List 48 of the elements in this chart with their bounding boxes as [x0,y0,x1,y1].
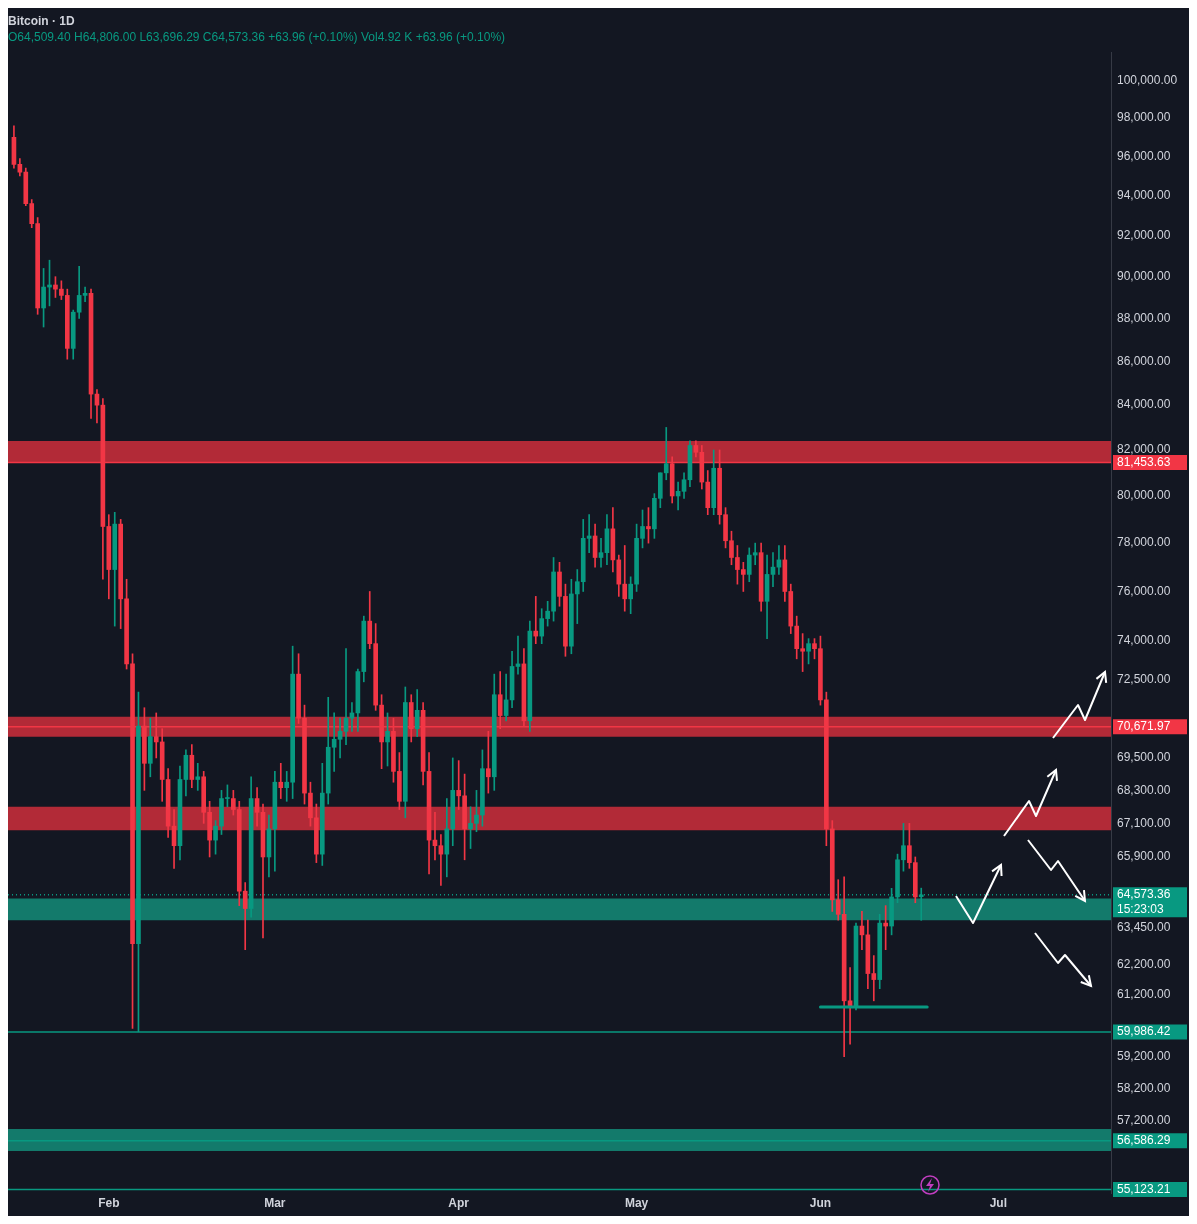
y-tick-label: 88,000.00 [1117,310,1171,325]
candlestick [752,542,758,566]
y-tick-label: 92,000.00 [1117,228,1171,243]
ref-line-label: 59,986.42 [1117,1024,1171,1039]
candlestick [82,286,88,303]
chart-title: Bitcoin · 1D [8,13,75,28]
chart-subtitle: O64,509.40 H64,806.00 L63,696.29 C64,573.36 +63.96 (+0.10%) Vol4.92 K +63.96 (+0.10%) [8,29,506,44]
y-tick-label: 76,000.00 [1117,583,1171,598]
y-tick-label: 58,200.00 [1117,1080,1171,1095]
y-tick-label: 63,450.00 [1117,919,1171,934]
x-tick-label: May [624,1196,649,1211]
x-tick-label: Jun [809,1196,832,1211]
y-tick-label: 72,500.00 [1117,671,1171,686]
candlestick [278,762,284,799]
y-tick-label: 90,000.00 [1117,269,1171,283]
ref-line-label: 55,123.21 [1117,1181,1171,1196]
candlestick [598,538,604,568]
y-tick-label: 65,900.00 [1117,849,1171,864]
y-tick-label: 82,000.00 [1117,442,1171,457]
y-tick-label: 62,200.00 [1117,956,1171,971]
y-tick-label: 57,200.00 [1117,1112,1171,1127]
y-tick-label: 69,500.00 [1117,750,1171,765]
y-tick-label: 67,100.00 [1117,815,1171,830]
candlestick [337,717,343,759]
y-tick-label: 59,200.00 [1117,1048,1171,1063]
y-tick-label: 98,000.00 [1117,110,1171,125]
y-tick-label: 78,000.00 [1117,535,1171,550]
ref-line-label: 81,453.63 [1117,454,1171,469]
y-tick-label: 100,000.00 [1117,72,1178,87]
x-tick-label: Jul [989,1196,1007,1211]
y-tick-label: 74,000.00 [1117,633,1171,648]
y-tick-label: 61,200.00 [1117,987,1171,1002]
candlestick [622,545,628,612]
x-tick-label: Mar [264,1196,286,1211]
candlestick [195,762,201,791]
x-tick-label: Apr [448,1196,470,1211]
candlestick [533,596,539,644]
ref-line-label: 70,671.97 [1117,719,1171,734]
y-tick-label: 80,000.00 [1117,488,1171,503]
y-tick-label: 84,000.00 [1117,397,1171,412]
candlestick [663,427,669,481]
y-tick-label: 68,300.00 [1117,782,1171,797]
ref-line-label: 56,586.29 [1117,1132,1171,1147]
y-tick-label: 86,000.00 [1117,353,1171,368]
y-tick-label: 94,000.00 [1117,188,1171,203]
y-tick-label: 96,000.00 [1117,148,1171,163]
x-tick-label: Feb [98,1196,120,1211]
ref-line-label: 64,573.36 15:23:03 [1117,887,1171,917]
